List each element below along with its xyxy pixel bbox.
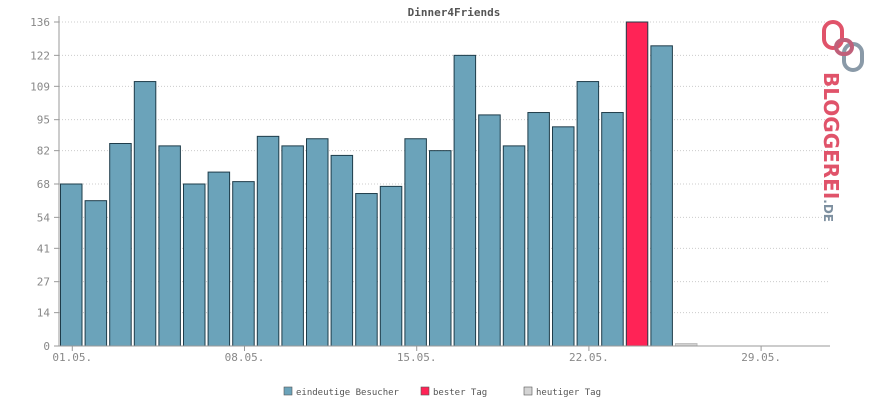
- x-tick-label: 22.05.: [569, 351, 609, 364]
- bar: [527, 112, 550, 347]
- bar: [133, 81, 157, 347]
- y-tick-label: 27: [37, 276, 50, 289]
- legend-item: eindeutige Besucher: [283, 386, 400, 398]
- legend-swatch: [420, 386, 430, 396]
- y-tick-label: 109: [30, 80, 50, 93]
- bar: [429, 150, 452, 347]
- y-axis-ticks: 0 14 27 41 54 68 82 95 109 122 136: [30, 16, 59, 353]
- bar: [379, 185, 403, 347]
- bar: [84, 200, 108, 347]
- chart-title: Dinner4Friends: [408, 6, 501, 19]
- x-tick-label: 01.05.: [52, 351, 92, 364]
- legend-label: eindeutige Besucher: [296, 388, 400, 398]
- x-tick-label: 15.05.: [397, 351, 437, 364]
- bar: [453, 54, 477, 347]
- bars: [60, 21, 698, 347]
- y-tick-label: 136: [30, 16, 50, 29]
- x-tick-label: 08.05.: [225, 351, 265, 364]
- bar: [478, 114, 501, 347]
- y-tick-label: 54: [37, 211, 51, 224]
- bar: [256, 135, 280, 347]
- bar: [576, 81, 600, 347]
- bar-best-day: [625, 21, 649, 347]
- bar: [552, 126, 575, 347]
- legend-item: bester Tag: [420, 386, 487, 398]
- bar: [601, 112, 624, 347]
- x-tick-label: 29.05.: [741, 351, 781, 364]
- x-axis-ticks: 01.05. 08.05. 15.05. 22.05. 29.05.: [52, 346, 781, 364]
- bar: [207, 171, 231, 347]
- y-tick-label: 68: [37, 178, 50, 191]
- bar: [183, 183, 206, 347]
- bar: [158, 145, 181, 347]
- grid-lines: [59, 21, 830, 314]
- bar: [281, 145, 304, 347]
- bar: [404, 138, 427, 347]
- legend-label: heutiger Tag: [536, 388, 601, 398]
- bloggerei-logo: BLOGGEREI.DE: [819, 20, 864, 222]
- bar: [232, 181, 255, 347]
- legend-swatch: [523, 386, 533, 396]
- bar: [355, 193, 378, 347]
- legend-item: heutiger Tag: [523, 386, 601, 398]
- bar: [330, 154, 354, 347]
- y-tick-label: 0: [43, 340, 50, 353]
- logo-text: BLOGGEREI.DE: [819, 72, 843, 222]
- legend-label: bester Tag: [433, 388, 487, 398]
- legend: eindeutige Besucher bester Tag heutiger Ta…: [283, 386, 601, 398]
- y-tick-label: 82: [37, 145, 50, 158]
- y-tick-label: 14: [37, 307, 51, 320]
- y-tick-label: 41: [37, 242, 50, 255]
- y-tick-label: 95: [37, 114, 50, 127]
- bar: [306, 138, 329, 347]
- y-tick-label: 122: [30, 49, 50, 62]
- bar: [60, 183, 83, 347]
- logo-icon: [822, 20, 864, 72]
- legend-swatch: [283, 386, 293, 396]
- bar: [502, 145, 526, 347]
- bar: [109, 143, 132, 347]
- bar: [650, 45, 673, 347]
